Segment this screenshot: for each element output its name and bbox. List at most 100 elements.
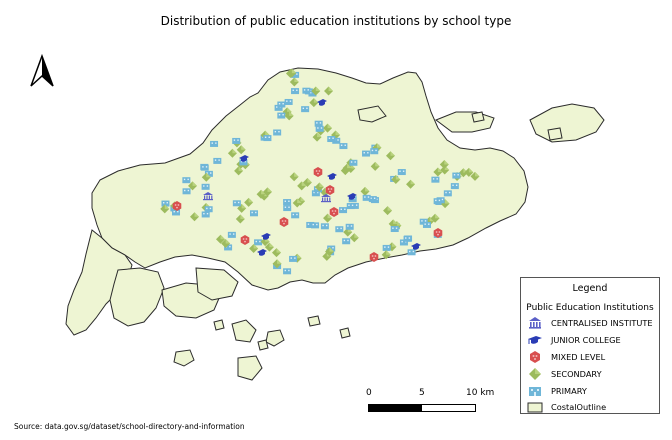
centralised-institute-marker <box>321 194 331 203</box>
south-island-6 <box>339 327 351 339</box>
primary-school-marker <box>345 223 354 230</box>
primary-school-marker <box>200 164 209 171</box>
scale-label-5: 5 <box>419 388 425 398</box>
secondary-school-marker <box>470 171 480 181</box>
secondary-school-marker <box>216 234 226 244</box>
scale-label-10: 10 km <box>466 388 495 398</box>
primary-school-marker <box>232 137 241 144</box>
mixed-level-marker <box>172 201 182 211</box>
primary-school-marker <box>419 218 428 225</box>
tekong-islet <box>547 127 563 141</box>
secondary-school-marker <box>383 206 393 216</box>
primary-school-marker <box>311 190 320 197</box>
secondary-school-marker <box>406 179 416 189</box>
institute-icon <box>527 316 543 330</box>
secondary-school-marker <box>323 213 333 223</box>
primary-school-marker <box>450 183 459 190</box>
primary-school-marker <box>339 207 348 214</box>
primary-school-marker <box>370 148 379 155</box>
legend-title: Legend <box>572 283 608 294</box>
mixed-level-marker <box>329 207 339 217</box>
primary-school-marker <box>204 206 213 213</box>
primary-school-marker <box>362 150 371 157</box>
primary-school-marker <box>403 235 412 242</box>
primary-school-marker <box>302 87 311 94</box>
legend-item-secondary: SECONDARY <box>527 367 602 381</box>
primary-school-marker <box>161 200 170 207</box>
graduation-cap-icon <box>527 333 543 347</box>
primary-school-marker <box>433 198 442 205</box>
primary-school-marker <box>320 223 329 230</box>
primary-school-marker <box>239 159 248 166</box>
pulau-ubin <box>434 111 495 133</box>
secondary-school-marker <box>249 244 259 254</box>
primary-school-marker <box>182 177 191 184</box>
mixed-level-marker <box>325 185 335 195</box>
primary-school-marker <box>263 135 272 142</box>
secondary-school-marker <box>227 148 237 158</box>
secondary-school-marker <box>297 181 307 191</box>
primary-school-marker <box>301 106 310 113</box>
jurong-island <box>195 267 239 301</box>
primary-school-marker <box>422 221 431 228</box>
legend-item-centralised-institute: CENTRALISED INSTITUTE <box>527 316 653 330</box>
primary-school-marker <box>349 159 358 166</box>
south-island-5 <box>173 349 195 367</box>
junior-college-marker <box>239 155 249 162</box>
primary-school-marker <box>204 170 213 177</box>
secondary-school-marker <box>287 68 297 78</box>
primary-school-marker <box>362 194 371 201</box>
primary-school-marker <box>210 140 219 147</box>
primary-school-marker <box>227 231 236 238</box>
land-swatch-icon <box>527 400 543 414</box>
legend-subtitle: Public Education Institutions <box>526 303 654 313</box>
secondary-school-marker <box>381 250 391 260</box>
legend-item-coastal-outline: CostalOutline <box>527 400 606 414</box>
secondary-school-marker <box>264 242 274 252</box>
junior-college-marker <box>327 173 337 180</box>
primary-school-marker <box>431 176 440 183</box>
primary-school-marker <box>277 112 286 119</box>
primary-school-marker <box>201 183 210 190</box>
south-island-2 <box>213 319 225 331</box>
primary-school-marker <box>327 136 336 143</box>
secondary-school-marker <box>342 163 352 173</box>
secondary-school-marker <box>271 248 281 258</box>
primary-school-icon <box>527 384 543 398</box>
primary-school-marker <box>289 255 298 262</box>
primary-school-marker <box>407 249 416 256</box>
primary-school-marker <box>390 226 399 233</box>
primary-school-marker <box>273 129 282 136</box>
south-island-1 <box>231 319 257 343</box>
primary-school-marker <box>311 222 320 229</box>
junior-college-marker <box>411 243 421 250</box>
north-arrow-icon <box>30 53 54 87</box>
secondary-school-marker <box>349 233 359 243</box>
secondary-school-marker <box>256 189 266 199</box>
secondary-school-marker <box>385 151 395 161</box>
secondary-school-marker <box>314 182 324 192</box>
legend-label: PRIMARY <box>551 386 587 396</box>
secondary-school-marker <box>309 98 319 108</box>
west-island <box>109 267 165 327</box>
secondary-school-marker <box>302 178 312 188</box>
primary-school-marker <box>315 125 324 132</box>
northeast-islet <box>471 111 485 123</box>
legend-label: CostalOutline <box>551 402 607 412</box>
secondary-school-marker <box>235 214 245 224</box>
primary-school-marker <box>284 98 293 105</box>
south-island-4 <box>265 329 285 347</box>
primary-school-marker <box>314 120 323 127</box>
secondary-school-marker <box>430 213 440 223</box>
primary-school-marker <box>283 199 292 206</box>
secondary-school-marker <box>188 181 198 191</box>
secondary-school-marker <box>292 198 302 208</box>
secondary-school-marker <box>439 160 449 170</box>
secondary-school-marker <box>311 86 321 96</box>
west-land <box>65 229 133 336</box>
scale-label-0: 0 <box>366 388 372 398</box>
south-island-8 <box>257 339 269 351</box>
secondary-school-marker <box>221 239 231 249</box>
scale-bar-graphic <box>368 404 476 412</box>
